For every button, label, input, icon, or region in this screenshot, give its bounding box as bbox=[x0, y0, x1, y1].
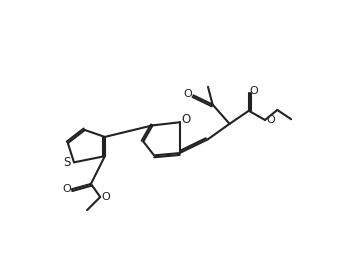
Text: O: O bbox=[62, 184, 71, 194]
Text: S: S bbox=[64, 156, 71, 169]
Text: O: O bbox=[250, 86, 259, 96]
Text: O: O bbox=[266, 115, 275, 125]
Text: O: O bbox=[101, 192, 110, 202]
Text: O: O bbox=[181, 113, 190, 127]
Text: O: O bbox=[184, 89, 192, 99]
